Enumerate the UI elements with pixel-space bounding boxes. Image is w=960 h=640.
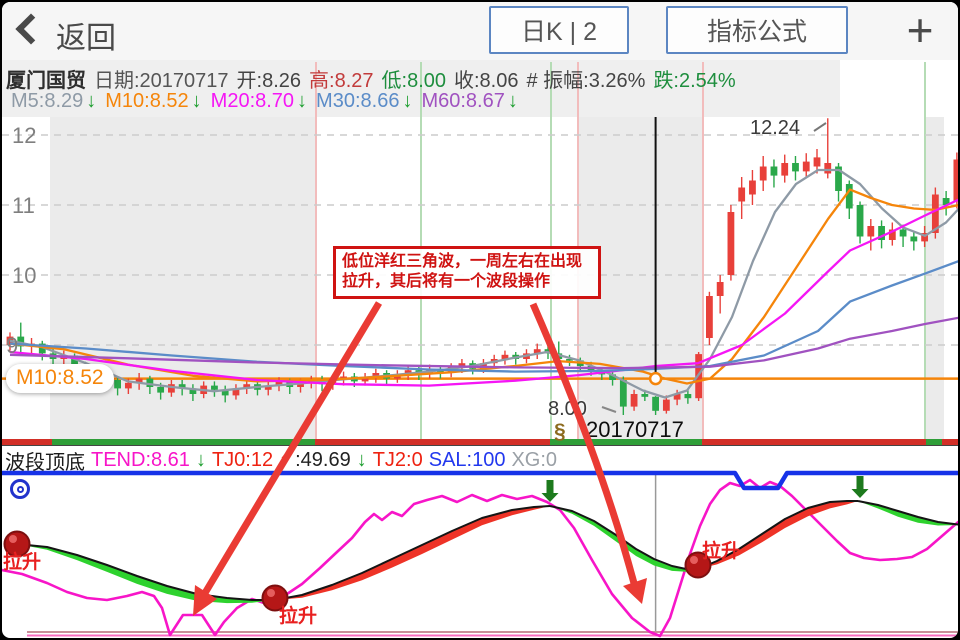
event-line-green (924, 62, 926, 439)
ma10-value-pill: M10:8.52 (6, 364, 114, 393)
row-item: 收:8.06 (454, 70, 519, 92)
row-item: :49.69 (295, 449, 351, 471)
pullup-label-3: 拉升 (702, 541, 741, 562)
back-chevron-icon (15, 13, 47, 45)
ma-values-row: M5:8.29 ↓ M10:8.52 ↓ M20:8.70 ↓ M30:8.66 ↓ M60:8… (5, 90, 518, 113)
wave-band-down (550, 506, 698, 572)
sal-blue-line (2, 470, 958, 491)
pullup-label-1: 拉升 (3, 552, 42, 573)
row-item: TJ0:12 (211, 449, 274, 471)
period-button[interactable]: 日K | 2 (489, 6, 629, 54)
row-item: M60:8.67 (421, 90, 505, 112)
row-item: TEND:8.61 (91, 449, 190, 471)
wave-band-up (275, 506, 550, 600)
annotation-line1: 低位洋红三角波，一周左右在出现 (342, 253, 583, 270)
row-item: XG:0 (511, 449, 558, 471)
row-item: 开:8.26 (236, 70, 302, 92)
row-item: 日期:20170717 (94, 70, 229, 92)
row-item: M20:8.70 (210, 90, 295, 112)
row-item: ↑ (279, 449, 290, 471)
trend-strip-segment (702, 439, 926, 445)
ma-line-M60 (9, 316, 958, 370)
sub-indicator-header: 波段顶底 TEND:8.61 ↓ TJ0:12 ↑:49.69 ↓ TJ2:0 SAL:100… (5, 446, 557, 475)
peak-price-tag: 12.24 (750, 117, 801, 139)
y-tick-11: 11 (12, 193, 35, 218)
sell-arrow-icon (851, 476, 869, 498)
row-item: M10:8.52 (105, 90, 189, 112)
y-tick-12: 12 (12, 123, 37, 148)
peak-pointer (813, 122, 827, 132)
row-item: SAL:100 (428, 449, 506, 471)
wave-band-down (17, 544, 275, 604)
add-button[interactable]: + (906, 4, 934, 56)
row-item: TJ2:0 (372, 449, 423, 471)
row-item: ↓ (297, 90, 308, 112)
y-tick-9: 9 (6, 333, 19, 358)
event-line-pink (315, 62, 317, 439)
back-button[interactable]: 返回 (12, 8, 142, 55)
wave-line (549, 505, 698, 570)
row-item: ↓ (191, 90, 202, 112)
panel-divider (2, 445, 958, 446)
analyst-annotation-box: 低位洋红三角波，一周左右在出现 拉升，其后将有一个波段操作 (333, 246, 601, 299)
row-item: 厦门国贸 (6, 70, 86, 92)
wave-line (857, 500, 958, 526)
pullup-label-2: 拉升 (279, 606, 318, 627)
wave-band-up (698, 501, 858, 569)
magenta-wave-line (2, 478, 958, 638)
trend-strip-segment (926, 439, 942, 445)
row-item: ↓ (86, 90, 97, 112)
row-item: ↓ (195, 449, 206, 471)
trend-strip-segment (52, 439, 315, 445)
y-tick-10: 10 (12, 263, 37, 288)
annotation-line2: 拉升，其后将有一个波段操作 (342, 273, 551, 291)
band-indicator-panel[interactable] (2, 446, 960, 640)
section-sign: § (554, 420, 566, 443)
low-pointer (601, 406, 617, 413)
bg-band (926, 117, 944, 439)
row-item: 波段顶底 (5, 452, 85, 474)
crosshair-marker (648, 371, 663, 386)
indicator-formula-button[interactable]: 指标公式 (666, 6, 848, 54)
quote-row: 厦门国贸 日期:20170717 开:8.26 高:8.27 低:8.00 收:8.06 #… (6, 64, 736, 93)
row-item: M30:8.66 (316, 90, 400, 112)
row-item: 低:8.00 (381, 70, 446, 92)
nav-bar: 返回 日K | 2 指标公式 + (2, 2, 958, 60)
trend-strip-segment (315, 439, 550, 445)
back-label: 返回 (56, 22, 116, 55)
row-item: 高:8.27 (309, 70, 374, 92)
row-item: ↓ (402, 90, 413, 112)
row-item: 跌:2.54% (653, 70, 736, 92)
row-item: ↓ (356, 449, 367, 471)
row-item: # 振幅:3.26% (526, 70, 646, 92)
row-item: M5:8.29 (11, 90, 84, 112)
event-line-pink (702, 62, 704, 439)
low-price-tag: 8.00 (548, 398, 587, 420)
double-circle-marker (10, 479, 30, 499)
row-item: ↓ (507, 90, 518, 112)
sell-arrow-icon (541, 480, 559, 502)
selected-date-tag: 20170717 (586, 417, 684, 442)
wave-line (697, 500, 858, 570)
trend-strip-segment (2, 439, 52, 445)
wave-line (16, 543, 275, 601)
gridlines (2, 134, 958, 346)
trend-strip-segment (942, 439, 958, 445)
